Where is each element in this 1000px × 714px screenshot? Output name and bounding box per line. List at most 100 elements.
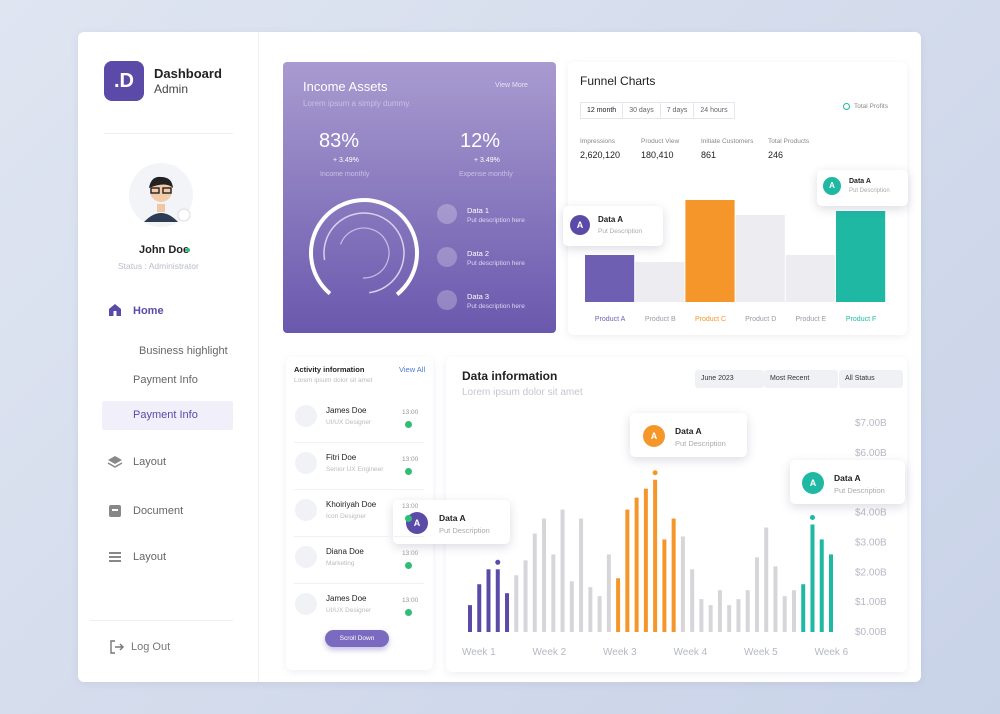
user-status: Status : Administrator [118, 261, 199, 271]
item-desc: Put description here [467, 260, 525, 267]
x-tick-label: Week 1 [462, 647, 496, 658]
bar [791, 590, 796, 632]
person-name: Diana Doe [326, 547, 364, 556]
bar [606, 554, 611, 632]
status-dot [405, 515, 412, 522]
menu-item[interactable]: Business highlight [139, 345, 228, 357]
bar [643, 488, 648, 632]
home-icon [109, 304, 121, 316]
person-role: UI/UX Designer [326, 419, 372, 426]
bar [708, 605, 713, 632]
filter-dropdown[interactable]: Most Recent [764, 370, 838, 388]
divider [294, 583, 424, 584]
x-tick-label: Product B [645, 316, 676, 323]
bar [542, 518, 547, 632]
scroll-down-button[interactable]: Scroll Down [325, 630, 389, 647]
filter-dropdown[interactable]: June 2023 [695, 370, 764, 388]
bar [727, 605, 732, 632]
income-title: Income Assets [303, 79, 388, 94]
divider [294, 536, 424, 537]
bar [486, 569, 491, 632]
tooltip-desc: Put Description [598, 228, 643, 235]
x-tick-label: Week 5 [744, 647, 778, 658]
item-title: Data 1 [467, 206, 490, 215]
bar [569, 581, 574, 632]
stat-value: 12% [460, 130, 501, 152]
data-info-subtitle: Lorem ipsum dolor sit amet [462, 387, 583, 398]
bar [634, 497, 639, 632]
item-desc: Put description here [467, 217, 525, 224]
bar [523, 560, 528, 632]
menu-item[interactable]: Home [133, 305, 164, 317]
y-tick-label: $7.00B [855, 418, 887, 429]
tooltip-desc: Put Description [834, 486, 885, 495]
person-role: UI/UX Designer [326, 607, 372, 614]
logout[interactable]: Log Out [131, 641, 171, 653]
metric-value: 2,620,120 [580, 150, 621, 160]
avatar [129, 163, 193, 227]
x-tick-label: Product A [595, 316, 626, 323]
filter-dropdown[interactable]: All Status [839, 370, 903, 388]
bar [699, 599, 704, 632]
menu-item[interactable]: Layout [133, 456, 167, 468]
item-icon [437, 247, 457, 267]
highlight-dot [809, 515, 815, 521]
legend-dot [843, 103, 850, 110]
menu-item[interactable]: Payment Info [133, 409, 198, 421]
bar [477, 584, 482, 632]
stat-change: + 3.49% [333, 157, 359, 164]
menu-item[interactable]: Layout [133, 551, 167, 563]
x-tick-label: Product C [695, 316, 726, 323]
bar [616, 578, 621, 632]
tooltip-title: Data A [849, 178, 871, 185]
bar [810, 524, 815, 632]
bar [680, 536, 685, 632]
menu-item[interactable]: Payment Info [133, 374, 198, 386]
bar [495, 569, 500, 632]
bar [690, 569, 695, 632]
divider [90, 620, 233, 621]
person-time: 13:00 [402, 597, 419, 604]
status-dot [405, 468, 412, 475]
tooltip-desc: Put Description [675, 439, 726, 448]
divider [294, 489, 424, 490]
metric-label: Impressions [580, 138, 616, 145]
document-icon [109, 505, 121, 517]
funnel-bar [785, 255, 835, 302]
item-icon [437, 290, 457, 310]
item-desc: Put description here [467, 303, 525, 310]
funnel-bar [585, 255, 635, 302]
view-all[interactable]: View All [399, 365, 426, 374]
person-role: Icon Designer [326, 513, 367, 520]
menu-item[interactable]: Document [133, 505, 184, 517]
bar [560, 509, 565, 632]
x-tick-label: Product E [796, 316, 827, 323]
stat-change: + 3.49% [474, 157, 500, 164]
person-time: 13:00 [402, 456, 419, 463]
income-card [283, 62, 556, 333]
tooltip-title: Data A [439, 513, 466, 523]
y-tick-label: $0.00B [855, 627, 887, 638]
tooltip-title: Data A [598, 215, 624, 224]
activity-subtitle: Lorem ipsum dolor sit amet [294, 377, 373, 384]
brand-logo: .D [104, 61, 144, 101]
x-tick-label: Product F [846, 316, 876, 323]
divider [294, 442, 424, 443]
person-avatar [295, 499, 317, 521]
tab[interactable]: 24 hours [693, 102, 735, 119]
metric-value: 246 [768, 150, 784, 160]
sidebar-border [258, 32, 259, 682]
tooltip-badge: A [570, 215, 590, 235]
bar [745, 590, 750, 632]
tooltip-badge: A [823, 177, 841, 195]
person-avatar [295, 593, 317, 615]
stat-label: Income monthly [320, 171, 370, 178]
funnel-bar [685, 200, 735, 302]
stat-value: 83% [319, 130, 360, 152]
item-title: Data 2 [467, 249, 490, 258]
tooltip-badge: A [802, 472, 824, 494]
y-tick-label: $6.00B [855, 448, 887, 459]
person-role: Marketing [326, 560, 355, 567]
view-more[interactable]: View More [495, 82, 528, 89]
